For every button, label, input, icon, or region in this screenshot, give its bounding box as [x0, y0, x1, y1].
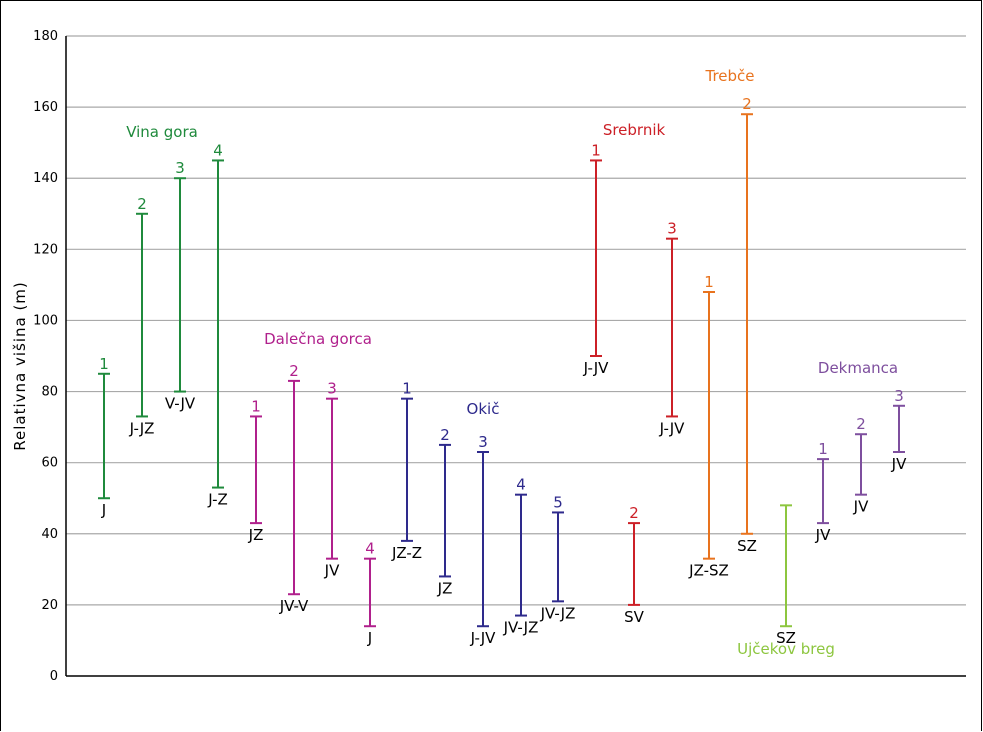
y-tick-label: 40	[41, 527, 58, 542]
y-axis-label: Relativna višina (m)	[11, 281, 29, 451]
bar-aspect-label: JV	[815, 526, 831, 544]
bar-number-label: 1	[251, 397, 261, 415]
y-tick-label: 140	[33, 171, 58, 186]
bar-number-label: 3	[478, 433, 488, 451]
gridlines	[66, 35, 966, 606]
bar-number-label: 2	[289, 362, 299, 380]
group-label: Srebrnik	[603, 121, 666, 139]
group-label: Dalečna gorca	[264, 330, 372, 348]
group-label: Vina gora	[126, 123, 198, 141]
bar-number-label: 1	[402, 380, 412, 398]
range-bar: 3 J-JV	[659, 220, 686, 438]
range-bar: 4J	[364, 540, 376, 647]
range-bar: 2 J-JZ	[129, 195, 155, 438]
bar-aspect-label: JZ-Z	[391, 544, 422, 562]
y-tick-label: 100	[33, 313, 58, 328]
bar-aspect-label: J-JV	[470, 629, 497, 647]
bar-aspect-label: J-Z	[207, 491, 228, 509]
bar-aspect-label: JZ	[248, 526, 264, 544]
range-bar: 1J	[98, 355, 110, 519]
range-bar: 1 JZ-SZ	[688, 273, 729, 580]
group-label: Trebče	[704, 67, 754, 85]
y-tick-label: 120	[33, 242, 58, 257]
bar-aspect-label: SZ	[737, 537, 757, 555]
bar-number-label: 3	[175, 159, 185, 177]
range-bar: 1 JZ-Z	[391, 380, 422, 562]
bar-number-label: 2	[440, 426, 450, 444]
bar-aspect-label: JV-JZ	[503, 619, 539, 637]
bar-aspect-label: JV	[853, 498, 869, 516]
bar-number-label: 5	[553, 493, 563, 511]
bar-number-label: 3	[667, 220, 677, 238]
bar-aspect-label: JV-JZ	[540, 604, 576, 622]
bar-aspect-label: JV	[891, 455, 907, 473]
bar-number-label: 4	[213, 141, 223, 159]
range-bar: 2 SZ	[737, 95, 757, 555]
bar-aspect-label: J-JV	[583, 359, 610, 377]
range-bar: 1 JZ	[248, 397, 264, 544]
bar-aspect-label: JV	[324, 562, 340, 580]
bar-number-label: 1	[99, 355, 109, 373]
bar-number-label: 2	[742, 95, 752, 113]
y-tick-label: 180	[33, 29, 58, 44]
range-bar: 3 V-JV	[165, 159, 196, 412]
range-bar: 4 JV-JZ	[503, 476, 539, 637]
bar-number-label: 2	[856, 415, 866, 433]
range-bar: 3 J-JV	[470, 433, 497, 647]
bar-aspect-label: J-JZ	[129, 419, 155, 437]
y-tick-label: 20	[41, 598, 58, 613]
axes	[65, 36, 966, 677]
range-bar: 3 JV	[891, 387, 907, 473]
bar-aspect-label: J	[101, 501, 106, 519]
range-bar: 2 JV-V	[279, 362, 309, 615]
range-bar: 3 JV	[324, 380, 340, 580]
bar-aspect-label: JZ	[437, 579, 453, 597]
group-label: Okič	[467, 400, 500, 418]
bar-aspect-label: SZ	[776, 629, 796, 647]
range-bar: 4 J-Z	[207, 141, 228, 508]
y-tick-label: 60	[41, 456, 58, 471]
bar-aspect-label: JZ-SZ	[688, 562, 729, 580]
group-labels: Vina gora Dalečna gorca Okič Srebrnik Trebče…	[126, 67, 898, 658]
bar-number-label: 3	[327, 380, 337, 398]
y-tick-label: 80	[41, 385, 58, 400]
range-bar: 2 JV	[853, 415, 869, 515]
bar-number-label: 1	[818, 440, 828, 458]
range-bar: 1 J-JV	[583, 141, 610, 377]
range-bar: 2 SV	[624, 504, 645, 626]
bar-aspect-label: V-JV	[165, 395, 196, 413]
range-bars: 1J2J-JZ3V-JV4J-Z1JZ2JV-V3JV4J1JZ-Z2JZ3J-…	[98, 95, 907, 647]
bar-number-label: 4	[516, 476, 526, 494]
bar-aspect-label: J-JV	[659, 419, 686, 437]
bar-number-label: 4	[365, 540, 375, 558]
range-bar: 5 JV-JZ	[540, 493, 576, 622]
bar-number-label: 2	[629, 504, 639, 522]
bar-number-label: 2	[137, 195, 147, 213]
group-label: Ujčekov breg	[737, 640, 835, 658]
y-tick-label: 160	[33, 100, 58, 115]
bar-number-label: 1	[704, 273, 714, 291]
bar-number-label: 3	[894, 387, 904, 405]
bar-number-label: 1	[591, 141, 601, 159]
bar-aspect-label: SV	[624, 608, 645, 626]
group-label: Dekmanca	[818, 359, 898, 377]
y-tick-label: 0	[50, 669, 58, 684]
y-tick-labels: 0 20 40 60 80 100 120 140 160 180	[33, 29, 58, 684]
range-bar: 1 JV	[815, 440, 831, 544]
bar-aspect-label: J	[367, 629, 372, 647]
range-bar: SZ	[776, 504, 796, 647]
range-bar: 2 JZ	[437, 426, 453, 598]
bar-aspect-label: JV-V	[279, 597, 309, 615]
